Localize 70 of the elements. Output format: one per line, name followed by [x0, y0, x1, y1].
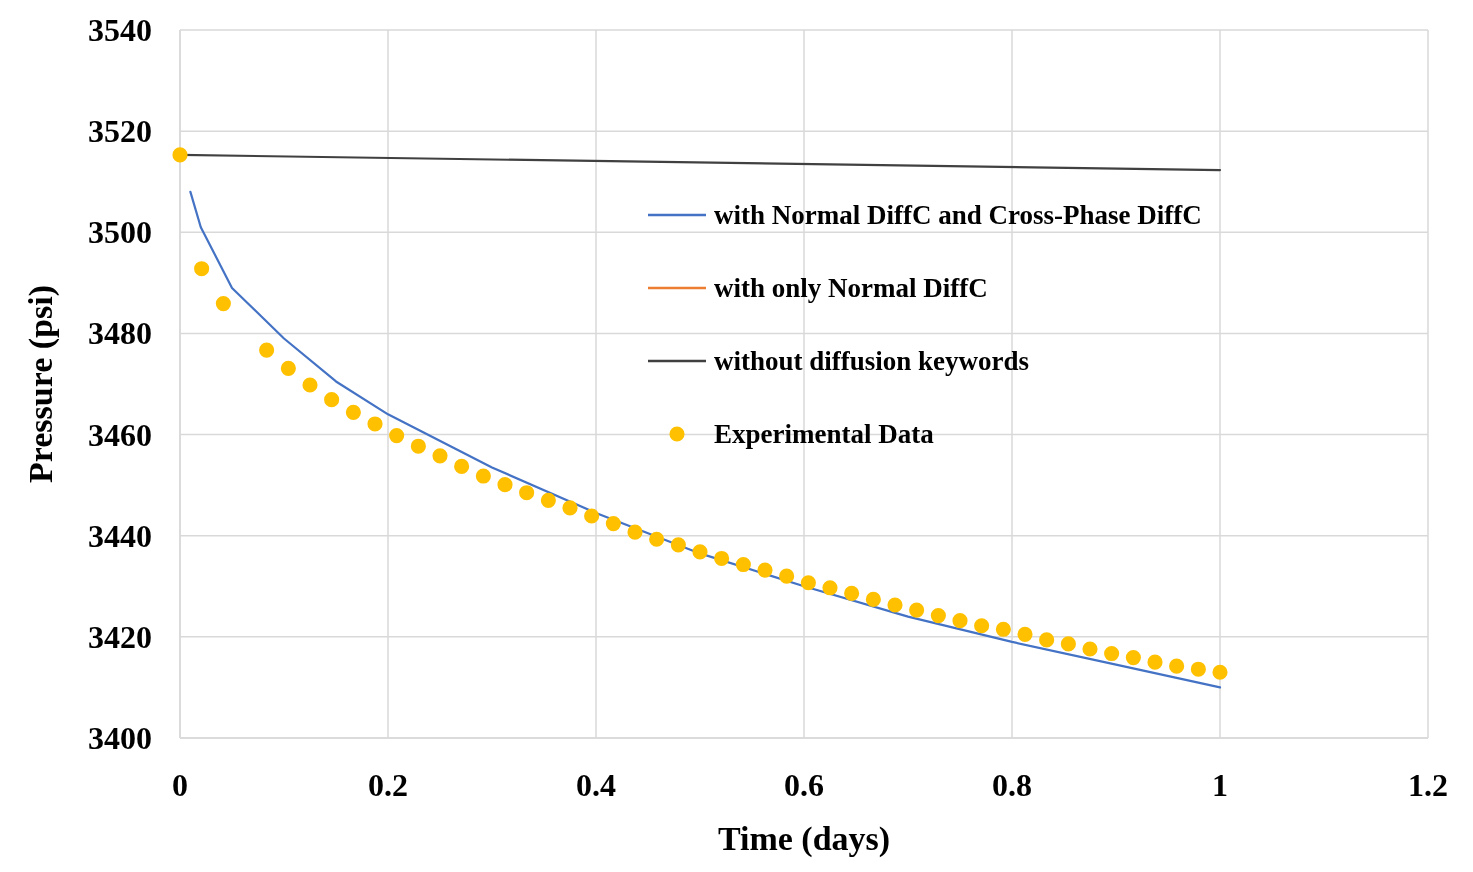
point: [844, 585, 860, 601]
point: [194, 261, 210, 277]
point: [627, 524, 643, 540]
point: [995, 621, 1011, 637]
point: [324, 392, 340, 408]
y-tick-label: 3460: [88, 416, 152, 453]
point: [1125, 650, 1141, 666]
point: [454, 458, 470, 474]
y-tick-label: 3420: [88, 618, 152, 655]
point: [757, 562, 773, 578]
point: [952, 613, 968, 629]
point: [865, 591, 881, 607]
point: [475, 468, 491, 484]
point: [1060, 636, 1076, 652]
y-tick-label: 3480: [88, 315, 152, 352]
point: [735, 556, 751, 573]
y-tick-label: 3520: [88, 113, 152, 150]
line-series: [189, 190, 1222, 689]
point: [649, 531, 665, 547]
point: [410, 438, 426, 454]
point: [172, 147, 188, 163]
point: [887, 597, 903, 613]
point: [1147, 654, 1163, 670]
point: [1039, 632, 1055, 648]
x-tick-label: 0.2: [368, 767, 408, 803]
point: [345, 404, 361, 420]
x-tick-label: 1.2: [1408, 767, 1448, 803]
y-tick-label: 3400: [88, 720, 152, 756]
point: [1169, 658, 1185, 674]
point: [540, 492, 556, 508]
point: [714, 550, 730, 567]
legend-label: without diffusion keywords: [714, 346, 1030, 376]
y-tick-label: 3500: [88, 214, 152, 251]
x-tick-label: 0.6: [784, 767, 824, 803]
x-tick-label: 0: [172, 767, 188, 803]
point: [974, 618, 990, 634]
point: [605, 516, 621, 532]
point: [432, 448, 448, 464]
x-axis-title: Time (days): [717, 820, 891, 858]
point: [692, 544, 708, 560]
point: [367, 416, 383, 432]
point: [1190, 661, 1206, 677]
point: [562, 500, 578, 516]
point: [259, 342, 275, 358]
point: [670, 537, 686, 553]
legend-label: with only Normal DiffC: [714, 273, 988, 303]
point: [280, 360, 296, 376]
point: [1017, 626, 1033, 642]
y-axis-title: Pressure (psi): [22, 284, 60, 484]
point: [1212, 664, 1228, 680]
point: [519, 485, 535, 501]
point: [497, 477, 513, 493]
point: [389, 428, 405, 444]
x-tick-label: 0.8: [992, 767, 1032, 803]
x-tick-label: 0.4: [576, 767, 616, 803]
x-tick-label: 1: [1212, 767, 1228, 803]
point: [1082, 641, 1098, 657]
point: [302, 377, 318, 393]
point: [1104, 645, 1120, 662]
point: [779, 568, 795, 584]
point: [909, 602, 925, 618]
point: [800, 575, 816, 591]
y-tick-label: 3540: [88, 12, 152, 48]
point: [930, 608, 946, 624]
point: [215, 296, 231, 312]
point: [584, 508, 600, 524]
point: [822, 580, 838, 596]
legend-label: Experimental Data: [714, 419, 935, 449]
y-tick-label: 3440: [88, 517, 152, 554]
legend-label: with Normal DiffC and Cross-Phase DiffC: [714, 200, 1202, 230]
